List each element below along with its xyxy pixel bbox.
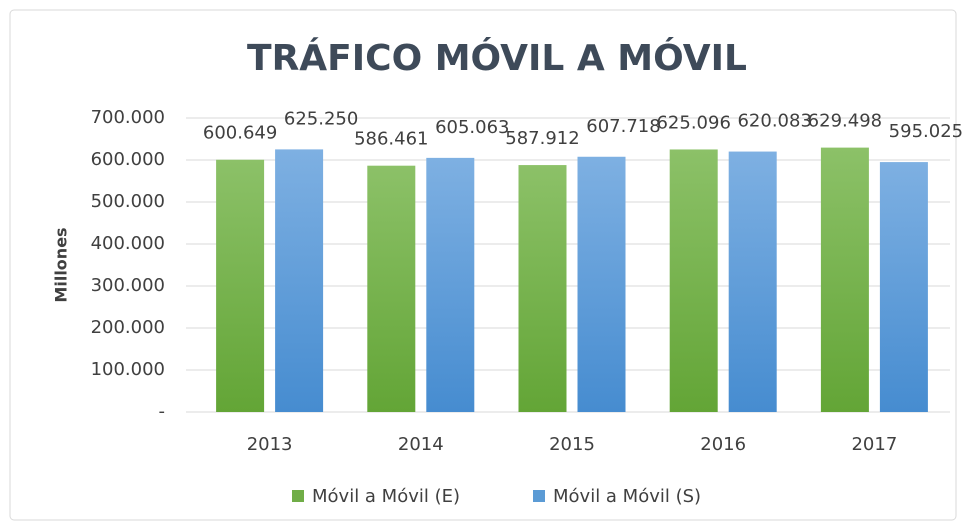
bar [820,147,869,412]
chart-frame [9,9,957,521]
bar [518,165,567,412]
data-label: 625.096 [656,112,730,133]
x-tick-label: 2014 [398,434,444,455]
data-label: 607.718 [586,116,660,137]
legend-swatch [292,490,304,502]
bar [367,165,416,412]
data-label: 595.025 [889,121,963,142]
y-axis-label: Millones [52,227,71,302]
chart-title: TRÁFICO MÓVIL A MÓVIL [247,37,747,79]
x-tick-label: 2013 [247,434,293,455]
bar [426,157,475,412]
y-tick-label: 400.000 [91,233,165,254]
bar [577,156,626,412]
y-tick-label: 300.000 [91,275,165,296]
data-label: 600.649 [203,123,277,144]
bar [879,162,928,412]
y-tick-label: 700.000 [91,107,165,128]
x-tick-label: 2016 [700,434,746,455]
bar [275,149,324,412]
legend-label: Móvil a Móvil (S) [553,486,701,507]
legend-swatch [533,490,545,502]
x-tick-label: 2017 [851,434,897,455]
data-label: 605.063 [435,117,509,138]
data-label: 586.461 [354,129,428,150]
data-label: 629.498 [808,111,882,132]
data-label: 625.250 [284,108,358,129]
y-tick-label: 200.000 [91,317,165,338]
y-tick-label: 600.000 [91,149,165,170]
data-label: 620.083 [737,111,811,132]
bar [669,149,718,412]
y-tick-label: - [159,401,166,422]
x-tick-label: 2015 [549,434,595,455]
legend-label: Móvil a Móvil (E) [312,486,460,507]
data-label: 587.912 [505,128,579,149]
bar [216,159,265,412]
y-tick-label: 500.000 [91,191,165,212]
y-tick-label: 100.000 [91,359,165,380]
bar [728,151,777,413]
